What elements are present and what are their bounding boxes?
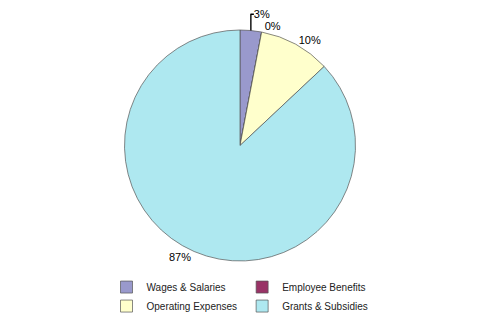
svg-text:Operating Expenses: Operating Expenses xyxy=(147,301,238,312)
svg-text:Grants & Subsidies: Grants & Subsidies xyxy=(282,301,368,312)
svg-text:3%: 3% xyxy=(254,8,270,20)
svg-text:0%: 0% xyxy=(265,20,281,32)
svg-text:Employee Benefits: Employee Benefits xyxy=(282,282,365,293)
svg-text:87%: 87% xyxy=(169,251,191,263)
svg-text:10%: 10% xyxy=(299,34,321,46)
svg-text:Wages & Salaries: Wages & Salaries xyxy=(147,282,226,293)
